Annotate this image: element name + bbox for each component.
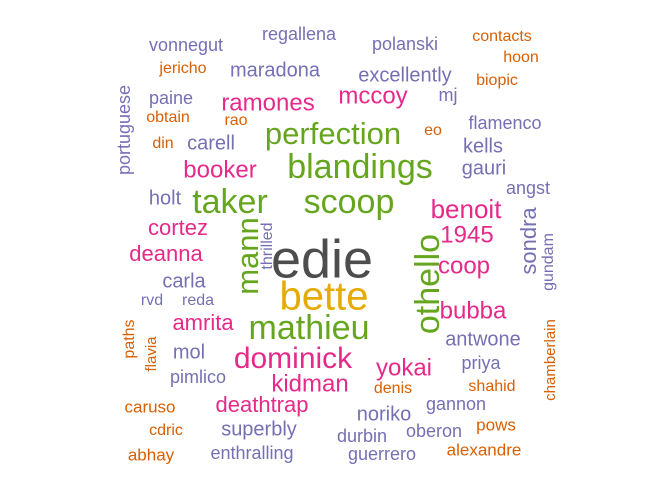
word-bubba: bubba (440, 297, 507, 324)
word-abhay: abhay (128, 445, 175, 464)
word-caruso: caruso (124, 397, 175, 416)
word-edie: edie (271, 229, 373, 289)
word-jericho: jericho (158, 60, 206, 77)
word-superbly: superbly (221, 418, 297, 440)
word-pows: pows (476, 415, 516, 434)
word-sondra: sondra (516, 207, 541, 275)
word-noriko: noriko (357, 403, 411, 425)
word-rvd: rvd (141, 292, 163, 309)
word-enthralling: enthralling (210, 443, 293, 463)
word-benoit: benoit (431, 194, 503, 224)
word-durbin: durbin (337, 426, 387, 446)
word-booker: booker (183, 156, 256, 183)
word-flamenco: flamenco (468, 113, 541, 133)
word-portuguese: portuguese (114, 85, 134, 175)
word-vonnegut: vonnegut (149, 35, 223, 55)
word-yokai: yokai (376, 354, 432, 381)
word-kells: kells (463, 135, 503, 157)
word-gauri: gauri (462, 157, 506, 179)
word-contacts: contacts (472, 28, 532, 45)
word-carla: carla (162, 270, 206, 292)
word-excellently: excellently (358, 64, 451, 86)
word-priya: priya (461, 353, 501, 373)
word-alexandre: alexandre (447, 440, 522, 459)
word-angst: angst (506, 178, 550, 198)
word-thrilled: thrilled (259, 222, 276, 269)
word-mccoy: mccoy (338, 82, 407, 109)
word-rao: rao (224, 112, 247, 129)
word-bette: bette (280, 275, 369, 319)
word-ramones: ramones (221, 89, 314, 116)
word-biopic: biopic (476, 72, 518, 89)
word-deathtrap: deathtrap (216, 392, 309, 417)
word-holt: holt (149, 187, 182, 209)
word-cdric: cdric (149, 422, 183, 439)
word-1945: 1945 (440, 221, 493, 248)
word-dominick: dominick (234, 342, 353, 375)
word-coop: coop (438, 252, 490, 279)
word-scoop: scoop (304, 183, 395, 221)
word-mol: mol (173, 341, 205, 363)
word-eo: eo (424, 122, 442, 139)
word-antwone: antwone (445, 328, 521, 350)
word-flavia: flavia (143, 336, 160, 372)
word-othello: othello (409, 234, 447, 334)
word-mj: mj (439, 85, 458, 105)
word-gundam: gundam (540, 233, 557, 291)
word-hoon: hoon (503, 49, 539, 66)
word-polanski: polanski (372, 34, 438, 54)
word-pimlico: pimlico (170, 367, 226, 387)
word-shahid: shahid (468, 378, 515, 395)
word-kidman: kidman (271, 370, 348, 397)
word-maradona: maradona (230, 59, 321, 81)
word-paine: paine (149, 88, 193, 108)
word-perfection: perfection (265, 116, 401, 151)
word-mathieu: mathieu (249, 309, 370, 347)
word-obtain: obtain (146, 109, 190, 126)
word-guerrero: guerrero (348, 444, 416, 464)
word-gannon: gannon (426, 394, 486, 414)
word-paths: paths (121, 319, 138, 358)
word-blandings: blandings (287, 148, 433, 186)
word-din: din (152, 135, 173, 152)
word-chamberlain: chamberlain (542, 319, 559, 401)
word-denis: denis (374, 380, 412, 397)
word-mann: mann (230, 217, 265, 295)
word-cortez: cortez (148, 215, 208, 240)
word-oberon: oberon (406, 421, 462, 441)
word-amrita: amrita (172, 310, 234, 335)
word-carell: carell (187, 132, 235, 154)
word-reda: reda (182, 292, 214, 309)
word-deanna: deanna (129, 241, 203, 266)
word-regallena: regallena (262, 24, 337, 44)
word-taker: taker (192, 183, 268, 221)
